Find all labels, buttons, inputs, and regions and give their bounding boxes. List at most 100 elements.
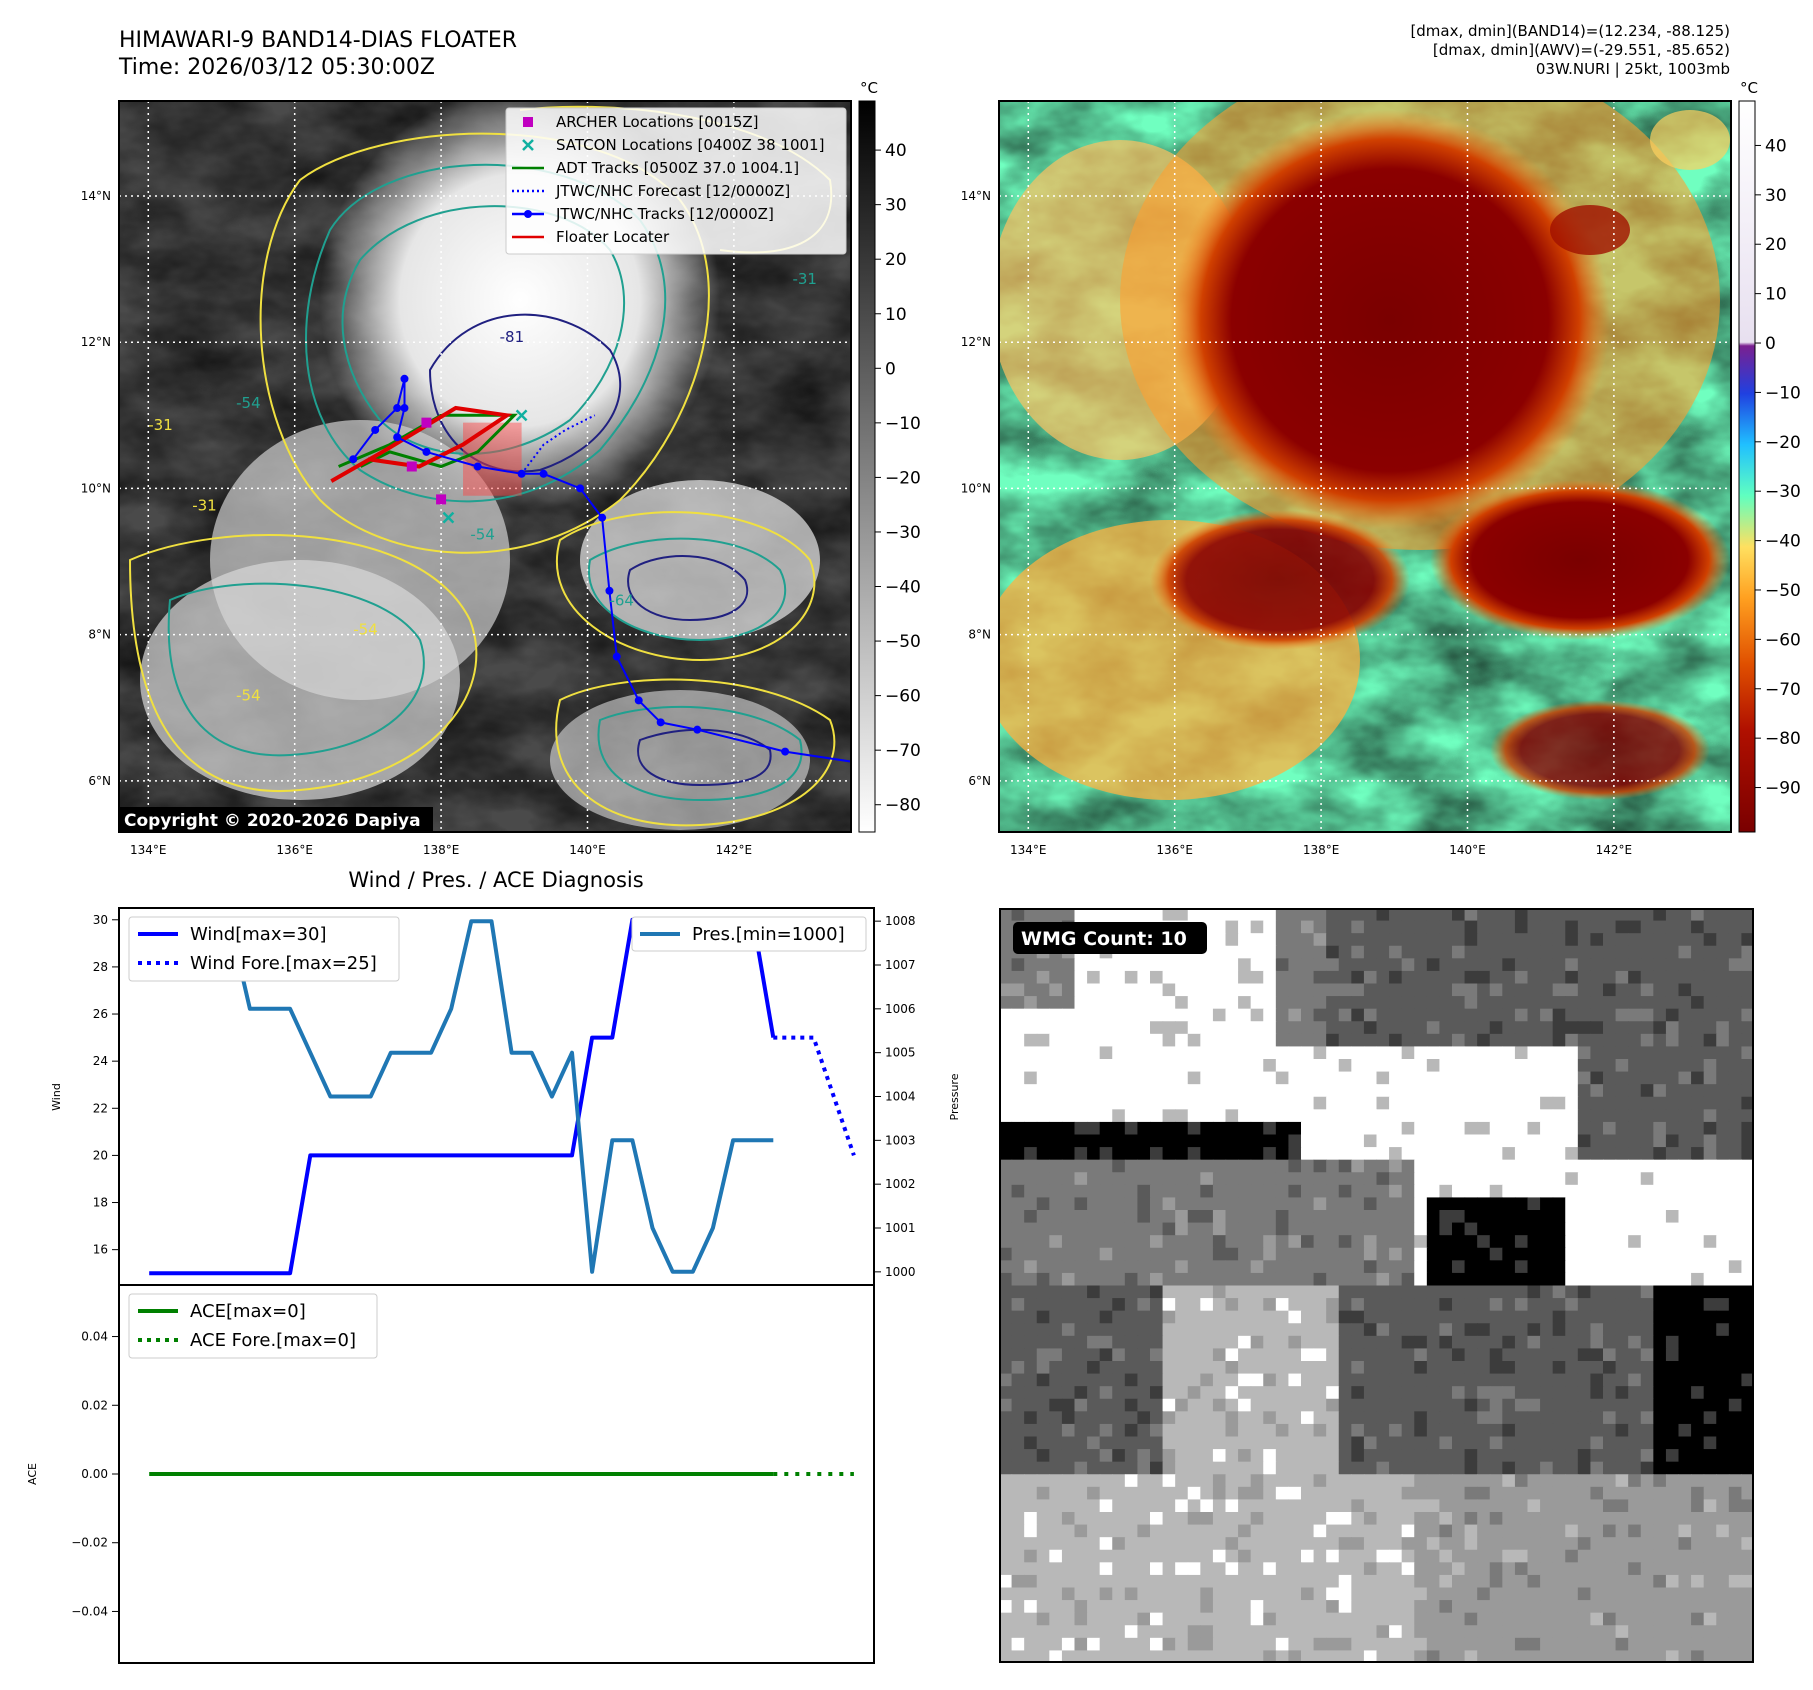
wmg-cell — [1338, 1600, 1352, 1614]
wmg-cell — [1074, 1612, 1088, 1626]
wmg-cell — [1552, 1210, 1566, 1224]
wmg-cell — [1074, 1348, 1088, 1362]
wmg-cell — [1540, 1071, 1554, 1085]
wmg-cell — [1024, 1650, 1038, 1663]
wmg-cell — [1665, 1310, 1680, 1324]
wmg-cell — [1250, 1235, 1264, 1249]
wmg-cell — [1414, 1461, 1428, 1475]
wmg-cell — [1288, 1008, 1302, 1022]
wmg-cell — [1527, 1398, 1541, 1412]
wmg-cell — [1112, 1499, 1126, 1513]
wmg-cell — [1603, 1348, 1617, 1362]
wmg-cell — [1691, 1361, 1705, 1375]
wmg-cell — [1326, 1474, 1340, 1488]
wmg-cell — [1565, 1499, 1579, 1513]
wmg-cell — [1590, 1247, 1604, 1261]
wmg-cell — [1363, 945, 1378, 959]
wmg-cell — [1640, 1474, 1654, 1488]
wmg-cell — [1187, 1650, 1201, 1663]
wmg-cell — [1477, 1084, 1491, 1098]
wmg-cell — [1099, 1021, 1113, 1035]
wmg-cell — [1326, 1386, 1340, 1400]
wmg-cell — [1514, 1398, 1529, 1412]
wmg-cell — [1187, 1272, 1201, 1287]
wmg-cell — [999, 1512, 1013, 1526]
wmg-cell — [1590, 1059, 1604, 1073]
wmg-cell — [1112, 1071, 1126, 1085]
wmg-cell — [1011, 1134, 1025, 1148]
wmg-cell — [1540, 1134, 1554, 1148]
wmg-cell — [1074, 1310, 1088, 1324]
wmg-cell — [1112, 1134, 1126, 1148]
wmg-cell — [1301, 1449, 1315, 1463]
wmg-cell — [1150, 1210, 1164, 1224]
wmg-cell — [1376, 1637, 1390, 1652]
wmg-cell — [1250, 1398, 1264, 1412]
wmg-cell — [1502, 1625, 1516, 1639]
wmg-cell — [1187, 1147, 1201, 1161]
wmg-cell — [1426, 1461, 1441, 1475]
wmg-cell — [1540, 1474, 1554, 1488]
lat-tick-label: 10°N — [81, 481, 111, 495]
wmg-cell — [1200, 1159, 1214, 1173]
wmg-cell — [1691, 1184, 1705, 1199]
wmg-cell — [1124, 1235, 1139, 1249]
wmg-cell — [1615, 920, 1629, 934]
wmg-cell — [1124, 1210, 1139, 1224]
wmg-cell — [1137, 1121, 1151, 1136]
wmg-cell — [1577, 1260, 1592, 1274]
wmg-cell — [1363, 1046, 1378, 1060]
wmg-cell — [1703, 1537, 1717, 1551]
wmg-cell — [1452, 1046, 1466, 1060]
wmg-cell — [1326, 1499, 1340, 1513]
wmg-cell — [1741, 1386, 1754, 1400]
wmg-cell — [1552, 1310, 1566, 1324]
wmg-cell — [1603, 1449, 1617, 1463]
wmg-cell — [1603, 1222, 1617, 1236]
wmg-cell — [1691, 1562, 1705, 1576]
wmg-cell — [1502, 1449, 1516, 1463]
wmg-cell — [1112, 1008, 1126, 1022]
wmg-cell — [1452, 1335, 1466, 1350]
wmg-cell — [1087, 1235, 1101, 1249]
wmg-cell — [1665, 1147, 1680, 1161]
wmg-cell — [1112, 1046, 1126, 1060]
wmg-cell — [1338, 1008, 1352, 1022]
wmg-cell — [1552, 1323, 1566, 1337]
wmg-cell — [1250, 1184, 1264, 1199]
wmg-cell — [1615, 1197, 1629, 1211]
wmg-cell — [1225, 1499, 1239, 1513]
wmg-cell — [1703, 1210, 1717, 1224]
wmg-cell — [1250, 1537, 1264, 1551]
wmg-cell — [1691, 1071, 1705, 1085]
wmg-cell — [1238, 1298, 1252, 1312]
wmg-cell — [1225, 908, 1239, 922]
wmg-cell — [1074, 1398, 1088, 1412]
wmg-cell — [1175, 1562, 1189, 1576]
wmg-cell — [1401, 1247, 1415, 1261]
wmg-cell — [1414, 945, 1428, 959]
wmg-cell — [1565, 1008, 1579, 1022]
wmg-cell — [1338, 1184, 1352, 1199]
wmg-cell — [1074, 1474, 1088, 1488]
wmg-cell — [1716, 1537, 1730, 1551]
wmg-cell — [1124, 1159, 1139, 1173]
wmg-cell — [1389, 1612, 1403, 1626]
wmg-cell — [1640, 1386, 1654, 1400]
wmg-cell — [1351, 1436, 1365, 1450]
wmg-cell — [1691, 1499, 1705, 1513]
wmg-cell — [1426, 1587, 1441, 1601]
wmg-cell — [1552, 1549, 1566, 1563]
wmg-cell — [1061, 1600, 1076, 1614]
wmg-cell — [1326, 1512, 1340, 1526]
wmg-cell — [1036, 958, 1050, 972]
wmg-cell — [1376, 1562, 1390, 1576]
wmg-cell — [1363, 1134, 1378, 1148]
wmg-cell — [1540, 1612, 1554, 1626]
ace-tick-label: 0.02 — [81, 1398, 108, 1412]
wmg-cell — [1087, 1272, 1101, 1287]
wmg-cell — [1502, 1474, 1516, 1488]
wmg-cell — [1061, 1499, 1076, 1513]
wmg-cell — [1401, 1386, 1415, 1400]
wmg-cell — [1389, 1310, 1403, 1324]
